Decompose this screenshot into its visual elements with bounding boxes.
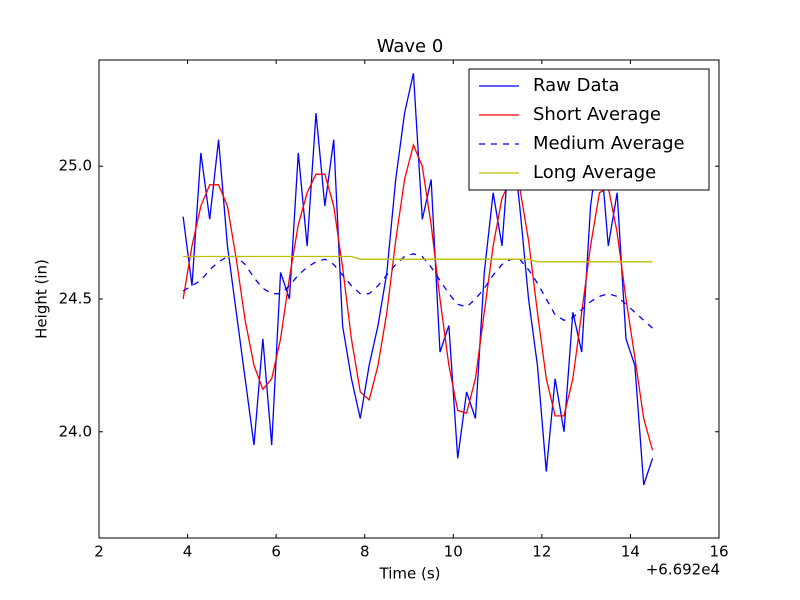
legend-label: Raw Data — [533, 75, 620, 96]
legend-label: Long Average — [533, 162, 656, 183]
chart-title: Wave 0 — [377, 36, 444, 57]
data-line — [182, 142, 654, 451]
x-tick-label: 2 — [94, 543, 104, 561]
y-tick-label: 25.0 — [59, 157, 92, 175]
x-axis-label: Time (s) — [379, 565, 441, 583]
legend-label: Medium Average — [533, 133, 685, 154]
y-axis-label: Height (in) — [33, 259, 51, 339]
y-tick-label: 24.5 — [59, 290, 92, 308]
data-line — [182, 73, 654, 486]
legend-label: Short Average — [533, 104, 661, 125]
x-tick-label: 6 — [271, 543, 281, 561]
data-line — [183, 255, 653, 263]
data-line — [182, 253, 654, 329]
x-tick-label: 12 — [532, 543, 551, 561]
x-tick-label: 8 — [360, 543, 370, 561]
x-tick-label: 14 — [621, 543, 640, 561]
x-tick-label: 4 — [183, 543, 193, 561]
legend-box — [468, 68, 710, 191]
x-offset-label: +6.692e4 — [646, 561, 720, 579]
plot-frame — [98, 59, 720, 539]
y-tick-label: 24.0 — [59, 422, 92, 440]
x-tick-label: 10 — [444, 543, 463, 561]
x-tick-label: 16 — [709, 543, 728, 561]
